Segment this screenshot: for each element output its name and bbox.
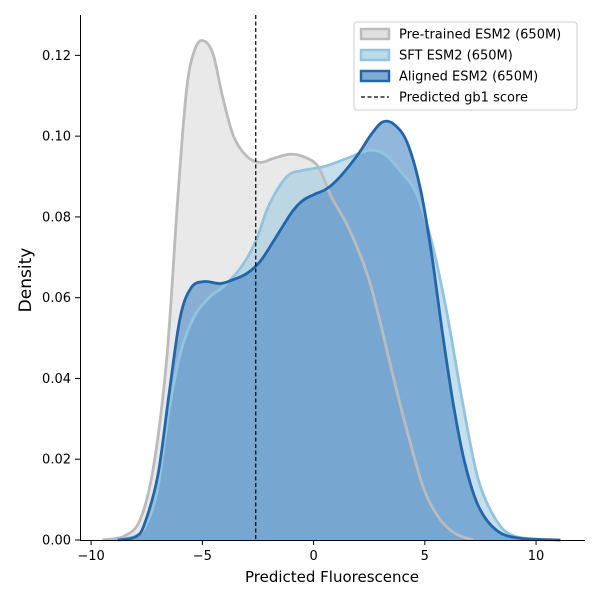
density-line-3 (117, 119, 561, 542)
legend-swatch-2 (359, 48, 391, 62)
y-tick-label: 0.10 (42, 130, 71, 145)
x-ticks: −10 −5 0 5 10 (77, 540, 544, 564)
density-area-3 (117, 121, 561, 540)
y-axis-title: Density (16, 248, 36, 313)
x-tick-label: −10 (77, 549, 104, 564)
axes (80, 15, 585, 541)
density-lines (102, 39, 561, 542)
legend-box (353, 21, 578, 111)
y-tick-label: 0.06 (42, 291, 71, 306)
density-line-2 (113, 148, 548, 542)
legend: Pre-trained ESM2 (650M) SFT ESM2 (650M) Al… (353, 21, 578, 111)
density-line-1 (102, 39, 475, 542)
legend-label-2: SFT ESM2 (650M) (399, 49, 513, 64)
y-tick-label: 0.04 (42, 372, 71, 387)
x-tick-label: 5 (421, 549, 429, 564)
y-tick-label: 0.08 (42, 210, 71, 225)
x-tick-label: 10 (528, 549, 545, 564)
y-tick-label: 0.12 (42, 49, 71, 64)
x-tick-label: 0 (309, 549, 317, 564)
legend-label-1: Pre-trained ESM2 (650M) (399, 28, 561, 43)
legend-swatch-3 (359, 69, 391, 83)
y-ticks: 0.00 0.02 0.04 0.06 0.08 0.10 0.12 (42, 49, 80, 549)
legend-label-3: Aligned ESM2 (650M) (399, 70, 538, 85)
y-tick-label: 0.00 (42, 534, 71, 549)
legend-swatch-1 (359, 27, 391, 41)
legend-label-reference: Predicted gb1 score (399, 91, 528, 106)
x-axis-title: Predicted Fluorescence (245, 568, 419, 586)
y-tick-label: 0.02 (42, 453, 71, 468)
x-tick-label: −5 (193, 549, 212, 564)
density-fills (102, 40, 561, 541)
